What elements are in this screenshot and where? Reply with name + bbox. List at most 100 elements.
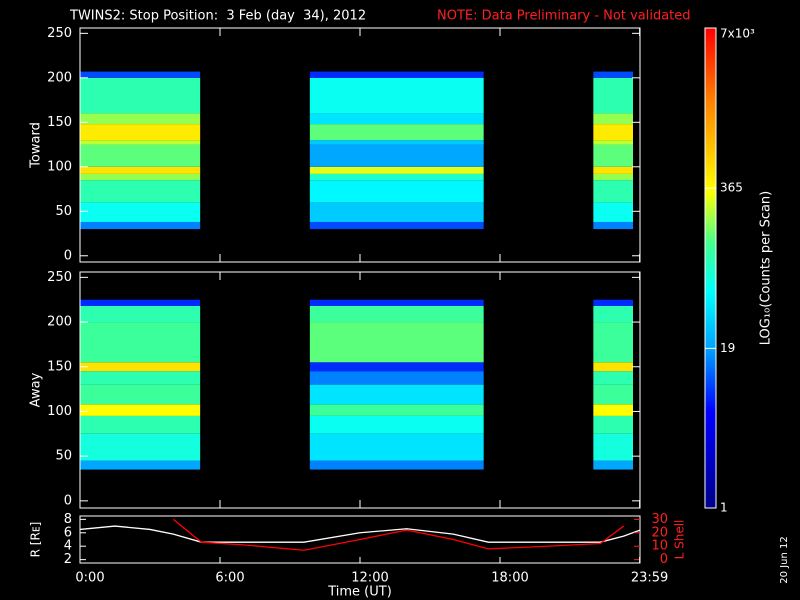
spectrogram-cell [80,140,201,145]
colorbar-tick-label: 1 [720,501,728,515]
x-axis-label: Time (UT) [327,585,392,600]
spectrogram-cell [593,362,633,372]
colorbar-tick-label: 365 [720,181,743,195]
spectrogram-cell [593,180,633,203]
spectrogram-cell [593,322,633,363]
spectrogram-cell [80,71,201,78]
spectrogram-cell [309,384,484,405]
spectrogram-cell [309,166,484,174]
spectrogram-cell [593,299,633,306]
orbit-line [79,525,641,543]
spectrogram-cell [309,173,484,181]
colorbar-tick-label: 7x10³ [720,27,755,41]
spectrogram-cell [309,144,484,167]
x-tick-label: 0:00 [75,571,104,586]
y-tick-label: 8 [64,512,72,527]
y-tick-label: 250 [47,26,72,41]
y-tick-label: 200 [47,315,72,330]
colorbar [704,27,717,509]
spectrogram-cell [80,144,201,167]
chart-title: TWINS2: Stop Position: 3 Feb (day 34), 2… [69,9,366,24]
y2-tick-label: 30 [651,512,668,527]
spectrogram-cell [80,124,201,141]
spectrogram-cell [80,371,201,385]
y-axis-label: Away [29,372,44,407]
spectrogram-cell [309,221,484,230]
date-stamp: 20 Jun 12 [779,536,790,583]
spectrogram-cell [309,415,484,434]
spectrogram-cell [80,202,201,222]
y-tick-label: 100 [47,159,72,174]
spectrogram-cell [593,71,633,78]
spectrogram-cell [80,173,201,181]
y-tick-label: 50 [55,449,72,464]
spectrogram-cell [80,415,201,434]
spectrogram-cell [593,371,633,385]
spectrogram-cell [309,404,484,416]
y2-axis-label: L Shell [673,520,687,560]
spectrogram-cell [593,173,633,181]
y2-tick-label: 0 [660,552,668,567]
y2-tick-label: 20 [651,525,668,540]
y-tick-label: 250 [47,270,72,285]
spectrogram-cell [80,305,201,323]
x-tick-label: 18:00 [491,571,528,586]
spectrogram-cell [593,124,633,141]
spectrogram-cell [309,322,484,363]
y-axis-label: Toward [29,122,44,169]
spectrogram-cell [309,371,484,385]
spectrogram-cell [80,433,201,461]
spectrogram-cell [309,305,484,323]
spectrogram-cell [309,362,484,372]
y-tick-label: 4 [64,539,72,554]
spectrogram-cell [593,113,633,125]
spectrogram-cell [593,433,633,461]
spectrogram-cell [80,384,201,405]
y-tick-label: 200 [47,70,72,85]
x-tick-label: 23:59 [631,571,668,586]
y-tick-label: 150 [47,115,72,130]
spectrogram-cell [309,299,484,306]
spectrogram-cell [309,140,484,145]
spectrogram-cell [593,140,633,145]
spectrogram-cell [80,404,201,416]
x-tick-label: 12:00 [351,571,388,586]
spectrogram-cell [593,221,633,230]
spectrogram-cell [309,202,484,222]
y-tick-label: 2 [64,552,72,567]
spectrogram-cell [593,202,633,222]
y-tick-label: 0 [64,493,72,508]
spectrogram-cell [593,415,633,434]
colorbar-label: LOG₁₀(Counts per Scan) [759,191,774,346]
spectrogram-cell [593,384,633,405]
spectrogram-cell [593,305,633,323]
spectrogram-cell [593,77,633,114]
spectrogram-cell [593,460,633,470]
spectrogram-cell [593,144,633,167]
orbit-line [172,518,625,551]
spectrogram-cell [593,404,633,416]
spectrogram-cell [309,460,484,470]
spectrogram-cell [80,221,201,230]
spectrogram-cell [80,322,201,363]
y-tick-label: 50 [55,204,72,219]
spectrogram-cell [309,77,484,114]
spectrogram-cell [80,362,201,372]
spectrogram-cell [80,166,201,174]
colorbar-tick-label: 19 [720,341,735,355]
spectrogram-cell [80,299,201,306]
x-tick-label: 6:00 [215,571,244,586]
spectrogram-cell [80,77,201,114]
y-tick-label: 6 [64,525,72,540]
spectrogram-cell [80,460,201,470]
spectrogram-cell [309,180,484,203]
y-tick-label: 100 [47,404,72,419]
spectrogram-cell [309,124,484,141]
spectrogram-cell [309,113,484,125]
spectrogram-cell [593,166,633,174]
y2-tick-label: 10 [651,539,668,554]
spectrogram-cell [80,180,201,203]
note: NOTE: Data Preliminary - Not validated [437,9,691,24]
spectrogram-cell [309,433,484,461]
